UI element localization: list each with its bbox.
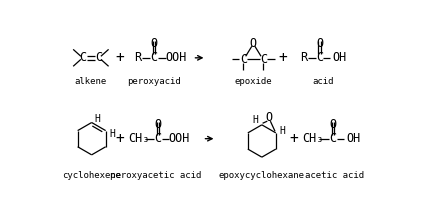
Text: O: O — [265, 111, 272, 124]
Text: peroxyacid: peroxyacid — [127, 77, 181, 86]
Text: C: C — [239, 53, 247, 66]
Text: CH₃: CH₃ — [302, 132, 323, 145]
Text: epoxycyclohexane: epoxycyclohexane — [218, 171, 304, 180]
Text: C: C — [329, 132, 335, 145]
Text: C: C — [259, 53, 266, 66]
Text: R: R — [134, 51, 141, 64]
Text: acetic acid: acetic acid — [305, 171, 364, 180]
Text: O: O — [150, 37, 157, 50]
Text: +: + — [289, 131, 298, 146]
Text: OH: OH — [345, 132, 360, 145]
Text: cyclohexene: cyclohexene — [62, 171, 121, 180]
Text: +: + — [278, 50, 286, 65]
Text: OOH: OOH — [168, 132, 189, 145]
Text: H: H — [279, 126, 285, 136]
Text: C: C — [315, 51, 322, 64]
Text: acid: acid — [312, 77, 333, 86]
Text: OH: OH — [332, 51, 346, 64]
Text: H: H — [95, 114, 101, 124]
Text: O: O — [315, 37, 322, 50]
Text: epoxide: epoxide — [234, 77, 272, 86]
Text: +: + — [115, 131, 123, 146]
Text: O: O — [249, 37, 256, 50]
Text: alkene: alkene — [75, 77, 107, 86]
Text: O: O — [329, 118, 335, 131]
Text: CH₃: CH₃ — [128, 132, 149, 145]
Text: C: C — [154, 132, 161, 145]
Text: C: C — [95, 51, 102, 64]
Text: OOH: OOH — [164, 51, 186, 64]
Text: R: R — [300, 51, 307, 64]
Text: O: O — [154, 118, 161, 131]
Text: +: + — [115, 50, 123, 65]
Text: C: C — [150, 51, 157, 64]
Text: peroxyacetic acid: peroxyacetic acid — [110, 171, 201, 180]
Text: C: C — [79, 51, 86, 64]
Text: H: H — [108, 129, 115, 139]
Text: H: H — [251, 115, 257, 125]
